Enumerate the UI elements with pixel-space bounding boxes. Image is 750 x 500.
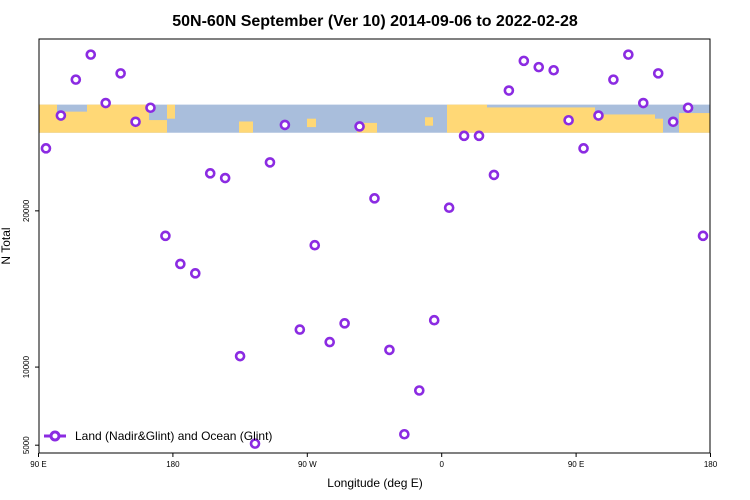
data-point bbox=[697, 230, 709, 242]
map-band-land bbox=[357, 122, 377, 133]
x-tick-label: 90 W bbox=[298, 460, 317, 469]
data-point bbox=[399, 428, 410, 440]
data-point bbox=[55, 110, 67, 121]
data-point bbox=[413, 385, 425, 396]
data-point bbox=[249, 438, 261, 449]
data-point bbox=[608, 74, 619, 85]
data-point bbox=[473, 130, 485, 142]
data-point bbox=[428, 314, 440, 326]
chart-title: 50N-60N September (Ver 10) 2014-09-06 to… bbox=[172, 13, 578, 30]
data-point bbox=[40, 143, 52, 154]
data-point bbox=[533, 61, 545, 73]
x-axis: 90 E 180 90 W 0 90 E 180 bbox=[30, 453, 718, 469]
data-point bbox=[384, 344, 395, 356]
data-points bbox=[40, 49, 709, 449]
x-tick-label: 180 bbox=[704, 460, 718, 469]
x-tick-label: 90 E bbox=[30, 460, 46, 469]
map-band-land bbox=[487, 107, 595, 133]
data-point bbox=[85, 49, 97, 60]
x-axis-label: Longitude (deg E) bbox=[327, 476, 422, 490]
y-axis: 5000 10000 20000 bbox=[22, 199, 39, 454]
data-point bbox=[264, 157, 276, 168]
map-band-land bbox=[595, 114, 655, 133]
data-point bbox=[204, 168, 216, 179]
data-point bbox=[443, 202, 455, 214]
data-point bbox=[458, 130, 470, 142]
data-point bbox=[354, 121, 365, 132]
plot-frame bbox=[38, 38, 711, 454]
data-point bbox=[145, 102, 156, 114]
map-band-land bbox=[447, 104, 487, 133]
data-point bbox=[563, 114, 574, 126]
map-band-land bbox=[149, 120, 167, 133]
data-point bbox=[294, 324, 306, 335]
y-axis-label: N Total bbox=[0, 227, 13, 264]
data-point bbox=[234, 350, 246, 362]
data-point bbox=[70, 74, 82, 85]
x-tick-label: 0 bbox=[439, 460, 444, 469]
legend-label: Land (Nadir&Glint) and Ocean (Glint) bbox=[75, 429, 272, 443]
data-point bbox=[339, 318, 350, 329]
data-point bbox=[115, 68, 126, 79]
y-tick-label: 10000 bbox=[22, 355, 31, 378]
x-tick-label: 90 E bbox=[568, 460, 584, 469]
data-point bbox=[488, 169, 500, 181]
y-tick-label: 20000 bbox=[22, 199, 31, 222]
data-point bbox=[593, 110, 604, 121]
data-point bbox=[160, 230, 171, 242]
map-band-land bbox=[655, 118, 663, 133]
data-point bbox=[637, 97, 649, 109]
map-band-land bbox=[307, 118, 316, 128]
data-point bbox=[279, 119, 291, 131]
map-band-land bbox=[425, 117, 433, 126]
legend: Land (Nadir&Glint) and Ocean (Glint) bbox=[44, 429, 272, 443]
map-band-land bbox=[167, 104, 175, 119]
data-point bbox=[175, 258, 186, 270]
data-point bbox=[100, 97, 111, 109]
map-band-land bbox=[239, 121, 253, 133]
data-point bbox=[219, 172, 231, 184]
data-point bbox=[130, 116, 141, 128]
data-point bbox=[518, 55, 530, 67]
data-point bbox=[548, 64, 560, 76]
data-point bbox=[503, 85, 515, 96]
data-point bbox=[578, 143, 589, 154]
data-point bbox=[369, 193, 380, 204]
map-band-land bbox=[39, 104, 57, 133]
x-tick-label: 180 bbox=[166, 460, 180, 469]
data-point bbox=[309, 239, 321, 251]
data-point bbox=[652, 68, 664, 79]
data-point bbox=[623, 49, 634, 60]
data-point bbox=[190, 268, 201, 279]
data-point bbox=[667, 116, 679, 128]
data-point bbox=[682, 102, 694, 114]
legend-marker bbox=[49, 430, 61, 442]
map-band-land bbox=[679, 113, 710, 133]
y-tick-label: 5000 bbox=[22, 436, 31, 454]
data-point bbox=[324, 336, 336, 348]
